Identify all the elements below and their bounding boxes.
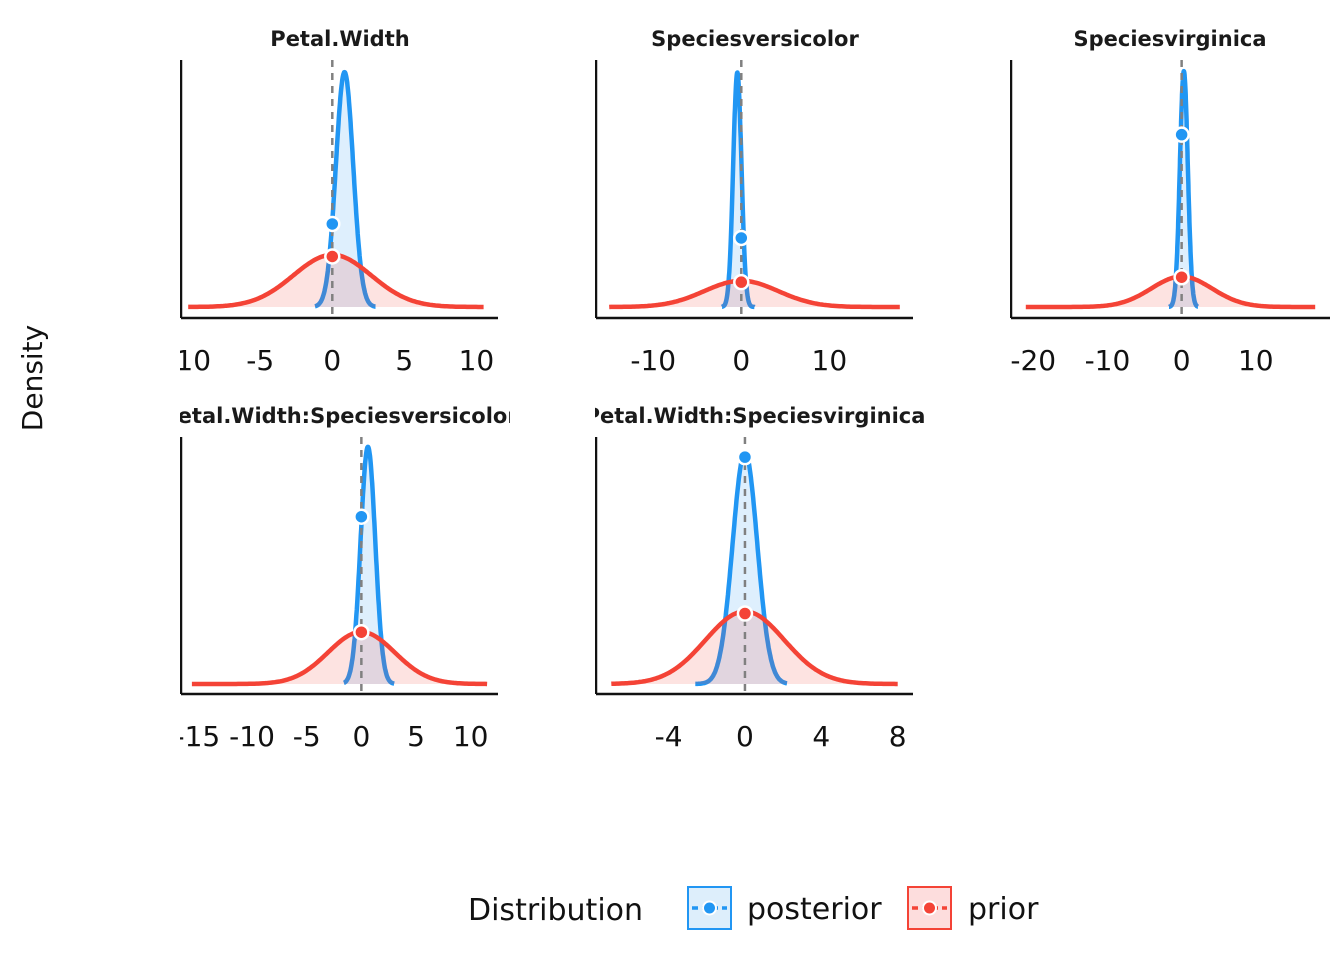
posterior-density-line: [341, 444, 397, 686]
x-tick-label: 0: [736, 720, 754, 753]
y-tick-label: 0.6: [523, 443, 568, 476]
prior-density-line: [608, 278, 901, 310]
y-tick-label: 0.6: [523, 125, 568, 158]
x-tick-label: 4: [812, 720, 830, 753]
density-marks: 0.0 0.2 0.4 0.6 0.8 -10 0 10: [523, 60, 913, 377]
facet-panel-petal-width-speciesversicolor: Petal.Width:Speciesversicolor 0.00.20.40…: [108, 404, 518, 753]
x-tick-label: 10: [812, 344, 848, 377]
panel-title: Petal.Width: [270, 27, 409, 51]
y-tick-label: 0.8: [523, 70, 568, 103]
x-tick-label: -10: [1085, 344, 1131, 377]
legend-key-posterior-point: [702, 900, 717, 916]
x-tick-label: -10: [630, 344, 676, 377]
posterior-density-area: [1169, 71, 1198, 307]
density-marks: 0.0 0.2 0.4 0.6 -20 -10 0 10: [938, 60, 1330, 377]
y-tick-label: 0.0: [108, 291, 153, 324]
y-tick-label: 0.6: [108, 79, 153, 112]
posterior-density-line: [1166, 68, 1201, 310]
y-tick-label: 0.2: [108, 220, 153, 253]
posterior-density-line: [313, 69, 378, 309]
posterior-density-area: [721, 72, 755, 307]
x-tick-label: 10: [459, 344, 495, 377]
y-tick-label: 0.0: [938, 291, 983, 324]
legend-item-posterior: posterior: [687, 886, 882, 930]
legend: Distribution posterior prior: [468, 886, 1039, 930]
prior-point-estimate: [736, 605, 754, 622]
posterior-point-estimate: [353, 508, 370, 525]
prior-point-estimate: [353, 623, 370, 641]
prior-density-area: [611, 611, 898, 684]
prior-density-area: [1025, 276, 1316, 307]
legend-title: Distribution: [468, 893, 643, 928]
y-tick-label: 0.0: [523, 291, 568, 324]
y-axis-title: Density: [16, 325, 49, 431]
legend-key-prior-point: [922, 900, 937, 916]
y-tick-label: 0.4: [108, 150, 153, 183]
y-tick-label: 0.4: [523, 181, 568, 214]
x-tick-label: 0: [732, 344, 750, 377]
x-tick-label: -20: [1010, 344, 1056, 377]
x-tick-label: 0: [1173, 344, 1191, 377]
prior-point-estimate: [1173, 268, 1190, 286]
y-tick-label: 0.2: [108, 588, 153, 621]
x-tick-label: -4: [655, 720, 683, 753]
legend-label-posterior: posterior: [747, 892, 882, 927]
posterior-point-estimate: [324, 215, 341, 233]
y-tick-label: 0.2: [523, 593, 568, 626]
y-tick-label: 0.4: [108, 509, 153, 542]
x-tick-label: -5: [293, 720, 321, 753]
prior-density-area: [188, 254, 484, 307]
density-marks: 0.0 0.2 0.4 0.6 -4 0 4 8: [523, 437, 913, 753]
posterior-point-estimate: [736, 448, 754, 466]
panel-title: Speciesvirginica: [1073, 27, 1266, 51]
x-tick-label: 10: [1238, 344, 1274, 377]
x-tick-label: 0: [352, 720, 370, 753]
density-marks: 0.0 0.2 0.4 0.6 -10 -5 0 5 10: [108, 60, 498, 377]
prior-density-line: [610, 609, 899, 687]
y-tick-label: 0.2: [938, 228, 983, 261]
x-tick-label: -10: [165, 344, 211, 377]
prior-point-estimate: [733, 273, 750, 291]
facet-panel-petal-width-speciesvirginica: Petal.Width:Speciesvirginica 0.00.20.40.…: [523, 404, 926, 753]
x-tick-label: -15: [175, 720, 221, 753]
panel-title: Petal.Width:Speciesvirginica: [585, 404, 926, 428]
y-tick-label: 0.2: [523, 236, 568, 269]
facet-panel-speciesversicolor: Speciesversicolor 0.0 0.2 0.4 0.6 0.8 -10 0 10: [523, 27, 913, 377]
x-tick-label: -10: [229, 720, 275, 753]
posterior-point-estimate: [733, 229, 750, 247]
y-tick-label: 0.6: [938, 103, 983, 136]
y-tick-label: 0.6: [108, 429, 153, 462]
posterior-density-line: [719, 70, 757, 310]
facet-panel-petal-width: Petal.Width 0.0 0.2 0.4 0.6 -10 -5 0 5 10: [108, 27, 498, 377]
x-tick-label: 0: [323, 344, 341, 377]
density-marks: 0.0 0.2 0.4 0.6 -15 -10 -5 0 5 10: [108, 429, 498, 753]
legend-item-prior: prior: [907, 886, 1039, 930]
panel-title: Petal.Width:Speciesversicolor: [162, 404, 518, 428]
facet-panel-speciesvirginica: Speciesvirginica 0.0 0.2 0.4 0.6 -20 -10 0 10: [938, 27, 1330, 377]
x-tick-label: 5: [395, 344, 413, 377]
x-tick-label: 10: [453, 720, 489, 753]
prior-density-line: [191, 629, 488, 687]
y-tick-label: 0.4: [523, 518, 568, 551]
prior-point-estimate: [324, 248, 341, 265]
x-tick-label: 5: [407, 720, 425, 753]
x-tick-label: 8: [889, 720, 907, 753]
panel-title: Speciesversicolor: [651, 27, 859, 51]
legend-label-prior: prior: [968, 892, 1039, 927]
prior-density-area: [609, 280, 900, 307]
posterior-point-estimate: [1173, 126, 1190, 143]
prior-density-line: [1025, 274, 1316, 310]
y-tick-label: 0.0: [523, 668, 568, 701]
y-tick-label: 0.0: [108, 668, 153, 701]
y-tick-label: 0.4: [938, 166, 983, 199]
x-tick-label: -5: [246, 344, 274, 377]
